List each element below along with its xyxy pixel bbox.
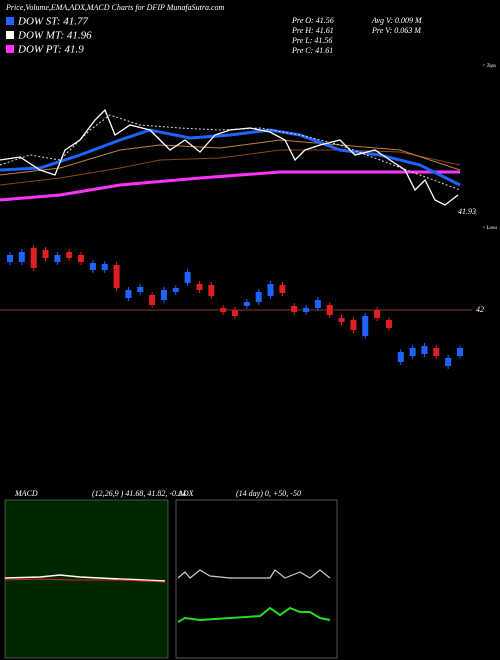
legend-swatch [6,17,14,25]
candle-body [326,305,333,315]
candle-body [30,248,37,268]
candle-body [267,284,274,296]
candle-body [113,265,120,288]
candle-body [137,287,144,292]
ma-line [0,139,461,176]
macd-name: MACD [14,489,38,498]
legend-swatch [6,45,14,53]
candle-body [184,272,191,283]
stat: Pre O: 41.56 [291,16,334,25]
candle-body [208,285,215,296]
candle-body [149,295,156,305]
candle-body [125,290,132,298]
candle-body [457,348,463,356]
adx-name: ADX [177,489,195,498]
candle-body [78,255,85,262]
candle-body [243,302,250,306]
adx-panel [175,499,338,659]
candle-body [303,308,310,312]
candle-body [220,308,227,312]
candle-body [89,263,96,270]
candle-body [314,300,321,308]
pt-line [0,170,460,202]
candle-body [385,320,392,328]
candle-body [232,310,238,316]
legend-swatch [6,31,14,39]
legend: DOW ST: 41.77 DOW MT: 41.96 DOW PT: 41.9 [6,16,92,56]
signal-line [4,578,166,583]
candle-body [350,320,357,330]
candle-body [172,288,179,292]
adx-line [177,569,331,579]
candle-body [279,285,286,293]
candle-body [374,310,381,318]
candle-body [255,292,262,302]
adx-params: (14 day) 0, +50, -50 [236,489,301,498]
top-panel [0,108,461,206]
candle-panel: 42 [0,245,484,369]
candle-body [421,346,428,354]
candle-body [397,352,404,362]
ema-line [0,128,461,187]
candle-body [101,264,108,270]
candle-body [291,306,298,312]
candle-body [362,316,369,336]
di-line [177,606,331,623]
macd-params: (12,26,9 ) 41.68, 41.82, -0.14 [92,489,186,498]
price-line [0,108,459,206]
ema-line [0,114,461,191]
lows-label: < Lows [482,226,497,231]
candle-body [7,255,13,262]
candle-body [66,252,73,258]
tops-label: < Tops [482,64,496,69]
candle-body [409,348,416,356]
candle-body [18,252,25,262]
candle-body [42,250,49,258]
last-price-label: 41.93 [458,207,476,216]
candle-body [54,255,61,262]
stat: Pre V: 0.063 M [371,26,422,35]
y-tick-label: 42 [476,305,484,314]
ma-line [0,149,461,186]
candle-body [433,348,440,356]
candle-body [160,290,167,300]
candle-body [445,358,452,366]
legend-label: DOW MT: 41.96 [17,30,92,42]
legend-label: DOW ST: 41.77 [17,16,88,28]
stat: Avg V: 0.009 M [371,16,423,25]
stat: Pre H: 41.61 [291,26,334,35]
chart-title: Price,Volume,EMA,ADX,MACD Charts for DFI… [5,3,224,12]
macd-line [4,574,166,582]
candle-body [338,318,345,322]
stat: Pre C: 41.61 [291,46,333,55]
stat: Pre L: 41.56 [291,36,332,45]
legend-label: DOW PT: 41.9 [17,44,84,56]
candle-body [196,284,203,290]
